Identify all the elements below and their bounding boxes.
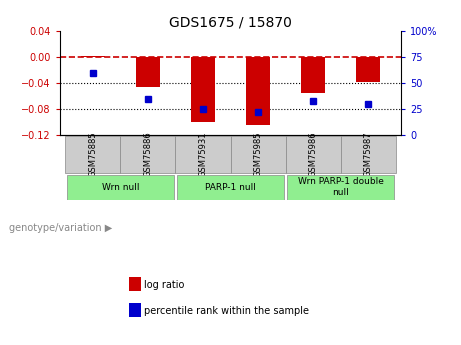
Text: Wrn null: Wrn null (102, 183, 139, 191)
Text: GSM75987: GSM75987 (364, 132, 372, 177)
Bar (230, 136, 285, 173)
Bar (66, 175, 174, 199)
Text: GSM75885: GSM75885 (89, 132, 97, 177)
Bar (287, 175, 395, 199)
Bar (176, 136, 230, 173)
Bar (190, 57, 215, 122)
Text: log ratio: log ratio (144, 280, 184, 289)
Text: GSM75985: GSM75985 (254, 132, 262, 177)
Title: GDS1675 / 15870: GDS1675 / 15870 (169, 16, 292, 30)
Text: percentile rank within the sample: percentile rank within the sample (144, 306, 309, 315)
Bar (246, 57, 271, 125)
Text: GSM75986: GSM75986 (308, 132, 318, 177)
Bar (356, 57, 380, 82)
Bar (136, 57, 160, 87)
Bar (65, 136, 120, 173)
Bar (341, 136, 396, 173)
Bar (177, 175, 284, 199)
Bar (285, 136, 341, 173)
Bar (120, 136, 176, 173)
Bar (301, 57, 325, 93)
Text: PARP-1 null: PARP-1 null (205, 183, 256, 191)
Text: GSM75931: GSM75931 (199, 132, 207, 177)
Text: genotype/variation ▶: genotype/variation ▶ (9, 223, 112, 233)
Text: Wrn PARP-1 double
null: Wrn PARP-1 double null (298, 177, 384, 197)
Text: GSM75886: GSM75886 (143, 132, 153, 177)
